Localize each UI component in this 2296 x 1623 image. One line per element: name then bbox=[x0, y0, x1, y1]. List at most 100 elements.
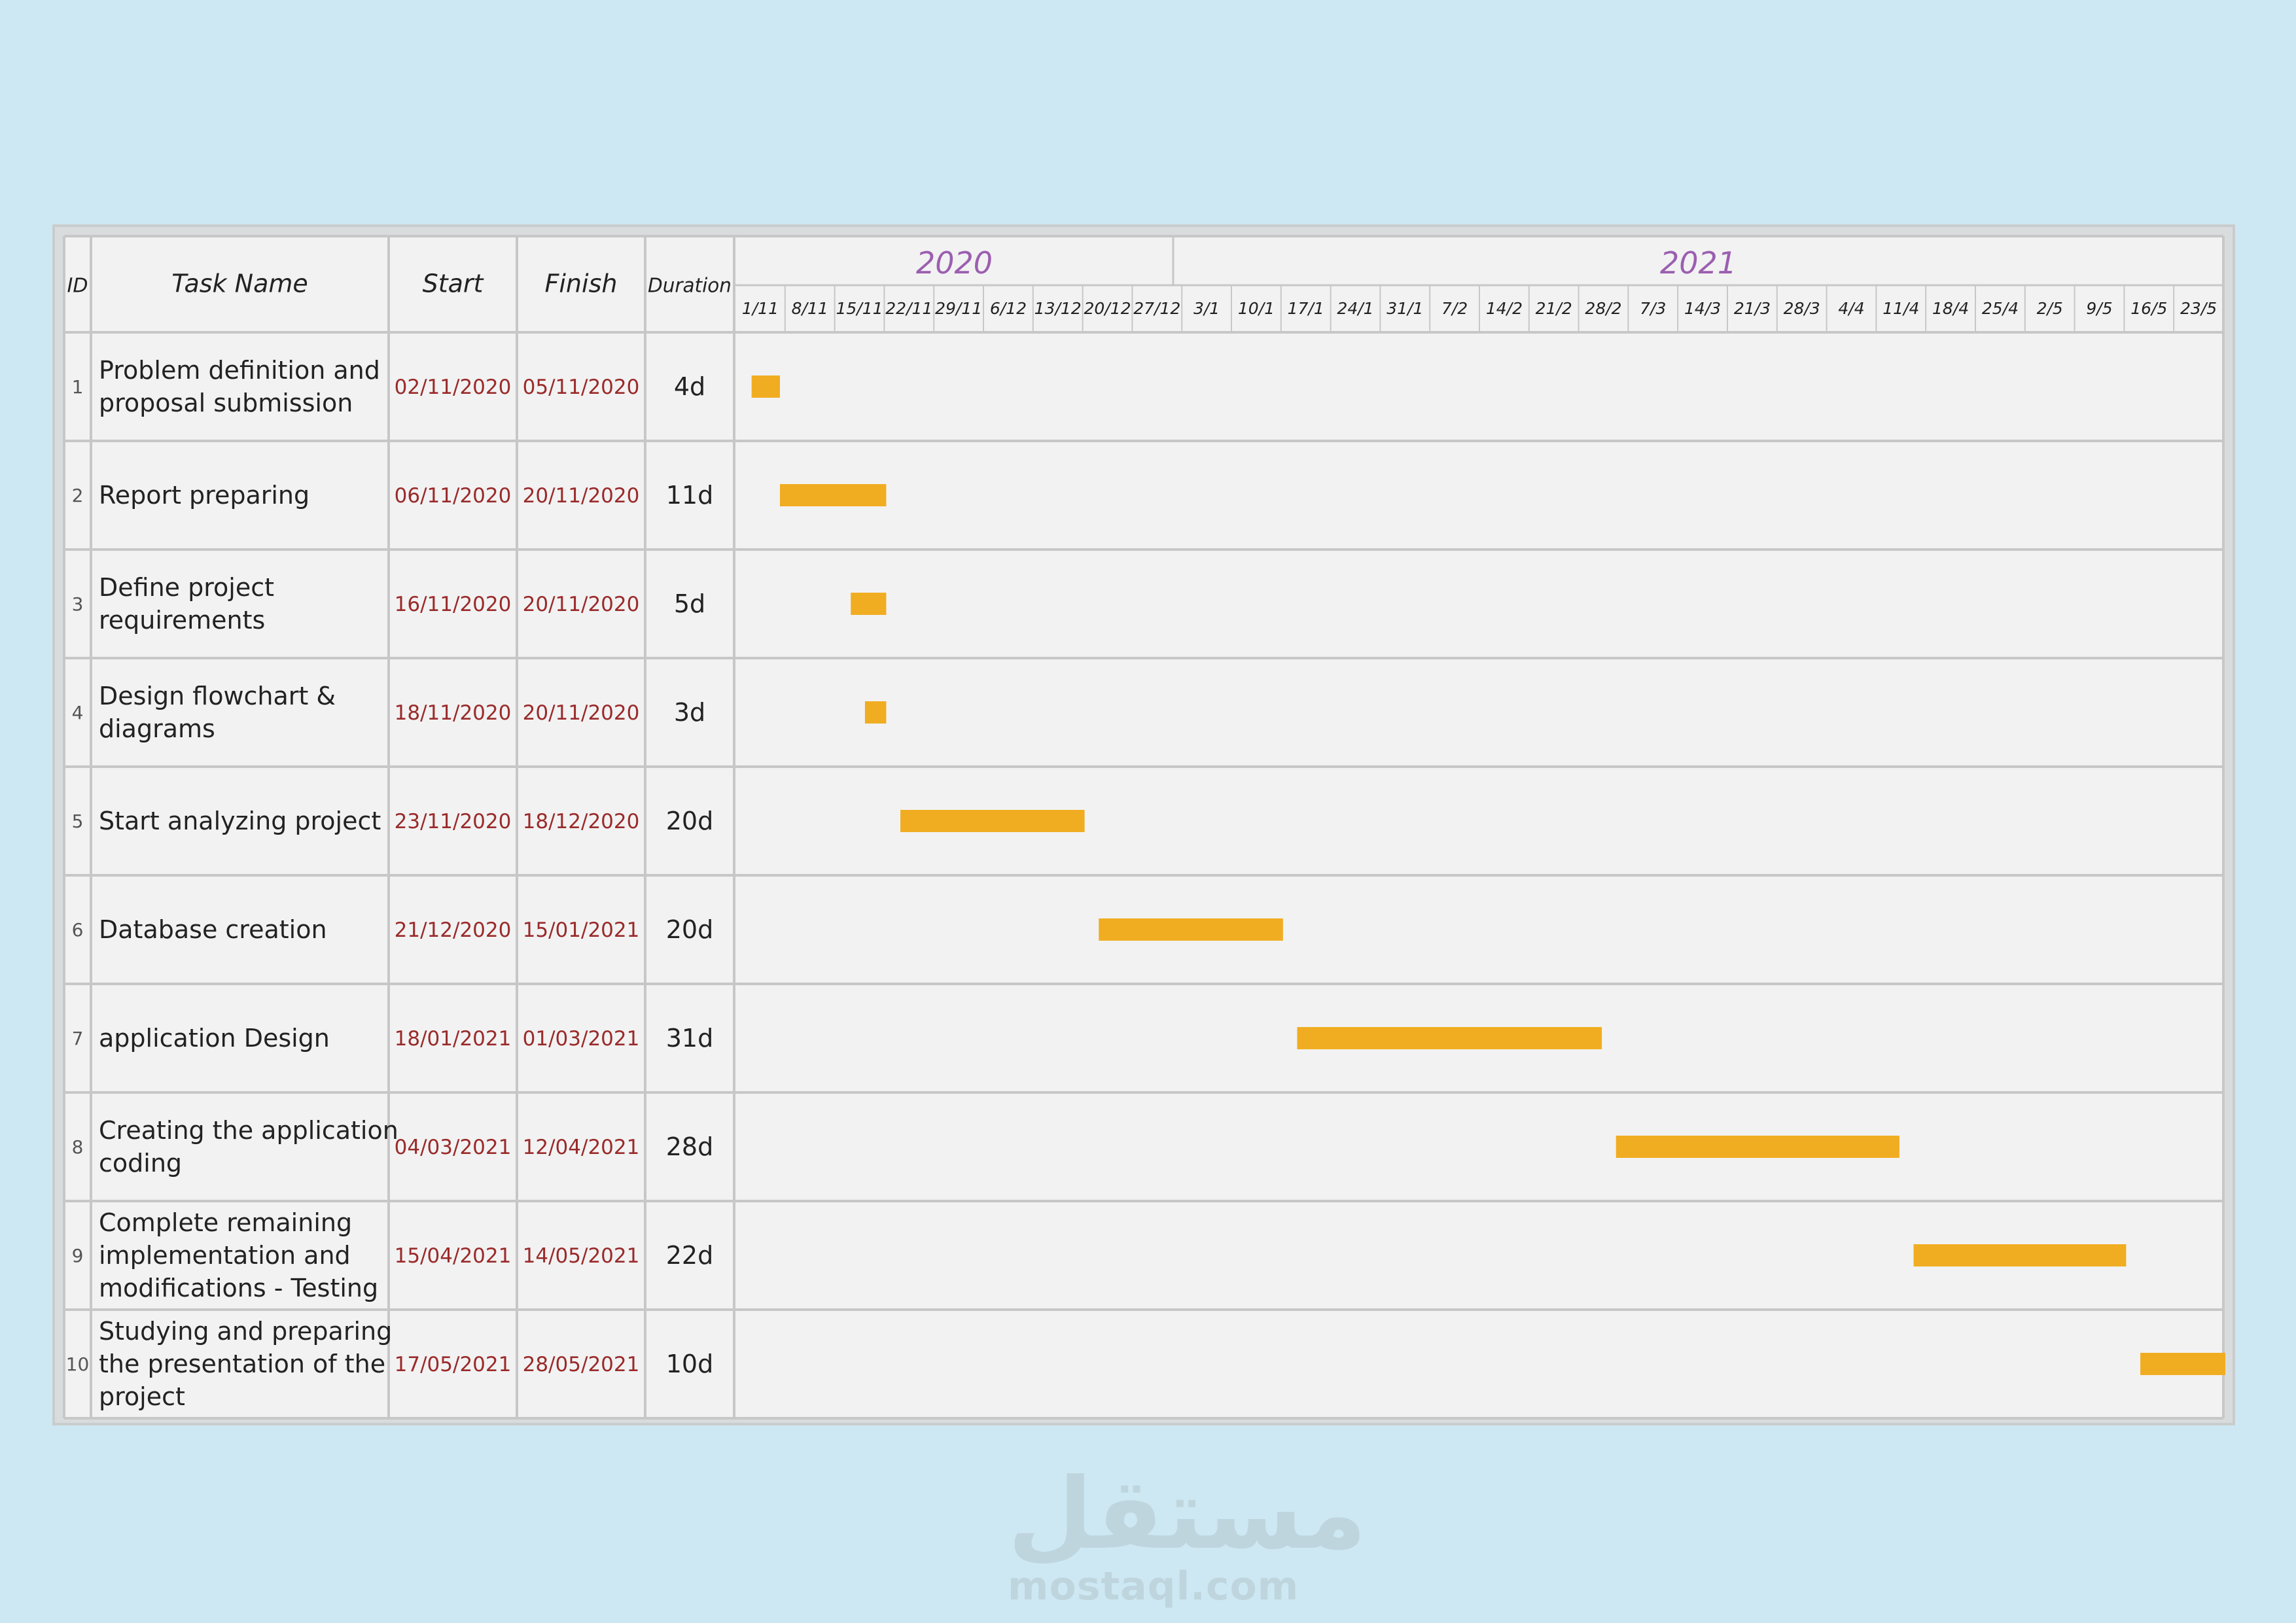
week-label: 2/5 bbox=[2037, 299, 2063, 318]
week-label: 1/11 bbox=[742, 299, 779, 318]
task-duration: 31d bbox=[666, 1024, 713, 1053]
week-label: 13/12 bbox=[1034, 299, 1082, 318]
row-id: 8 bbox=[72, 1136, 84, 1158]
table-background bbox=[64, 236, 2223, 1418]
row-id: 10 bbox=[66, 1353, 90, 1375]
week-label: 21/3 bbox=[1734, 299, 1771, 318]
watermark: مستقل mostaql.com bbox=[1008, 1457, 1367, 1609]
row-id: 9 bbox=[72, 1245, 84, 1266]
task-duration: 10d bbox=[666, 1350, 713, 1378]
task-name: application Design bbox=[99, 1024, 330, 1053]
row-id: 7 bbox=[72, 1028, 84, 1049]
task-start: 21/12/2020 bbox=[395, 918, 512, 942]
header-duration: Duration bbox=[648, 275, 732, 298]
task-name: Problem definition and proposal submissio… bbox=[99, 356, 380, 417]
week-label: 17/1 bbox=[1288, 299, 1324, 318]
task-duration: 22d bbox=[666, 1241, 713, 1270]
header-start: Start bbox=[423, 270, 485, 298]
watermark-arabic: مستقل bbox=[1008, 1457, 1367, 1571]
week-label: 31/1 bbox=[1386, 299, 1423, 318]
task-start: 06/11/2020 bbox=[395, 484, 512, 508]
task-bar bbox=[900, 810, 1085, 832]
header-finish: Finish bbox=[545, 270, 618, 298]
task-duration: 4d bbox=[674, 372, 705, 401]
task-bar bbox=[2140, 1353, 2225, 1375]
task-bar bbox=[864, 701, 887, 724]
week-label: 14/3 bbox=[1684, 299, 1721, 318]
task-bar bbox=[751, 375, 780, 398]
task-finish: 28/05/2021 bbox=[523, 1353, 640, 1376]
task-start: 04/03/2021 bbox=[395, 1136, 512, 1159]
task-bar bbox=[851, 593, 887, 615]
row-id: 3 bbox=[72, 593, 84, 615]
task-finish: 20/11/2020 bbox=[523, 593, 640, 616]
task-start: 23/11/2020 bbox=[395, 810, 512, 833]
week-label: 4/4 bbox=[1838, 299, 1864, 318]
week-label: 22/11 bbox=[885, 299, 932, 318]
week-label: 15/11 bbox=[836, 299, 883, 318]
task-start: 16/11/2020 bbox=[395, 593, 512, 616]
task-name: Studying and preparing the presentation o… bbox=[99, 1317, 392, 1411]
task-name: Database creation bbox=[99, 915, 327, 944]
week-label: 18/4 bbox=[1932, 299, 1969, 318]
task-bar bbox=[1297, 1027, 1602, 1049]
week-label: 20/12 bbox=[1084, 299, 1131, 318]
task-start: 15/04/2021 bbox=[395, 1244, 512, 1268]
task-finish: 05/11/2020 bbox=[523, 375, 640, 399]
week-label: 14/2 bbox=[1486, 299, 1523, 318]
gantt-chart: ID Task Name Start Finish Duration 2020 2021 1/… bbox=[52, 224, 2235, 1425]
gantt-svg: ID Task Name Start Finish Duration 2020 2021 1/… bbox=[63, 235, 2225, 1420]
header-task-name: Task Name bbox=[171, 270, 308, 298]
task-bar bbox=[1913, 1244, 2127, 1266]
task-name: Report preparing bbox=[99, 481, 309, 510]
week-label: 9/5 bbox=[2086, 299, 2112, 318]
row-id: 1 bbox=[72, 376, 84, 398]
week-label: 25/4 bbox=[1982, 299, 2019, 318]
task-start: 17/05/2021 bbox=[395, 1353, 512, 1376]
task-name: Design flowchart & diagrams bbox=[99, 682, 336, 743]
week-label: 7/2 bbox=[1441, 299, 1468, 318]
row-id: 6 bbox=[72, 919, 84, 941]
task-name: Complete remaining implementation and modi… bbox=[99, 1208, 378, 1302]
row-id: 4 bbox=[72, 702, 84, 724]
task-bar bbox=[1616, 1136, 1899, 1158]
task-finish: 15/01/2021 bbox=[523, 918, 640, 942]
task-finish: 14/05/2021 bbox=[523, 1244, 640, 1268]
week-label: 7/3 bbox=[1640, 299, 1666, 318]
task-bar bbox=[1099, 918, 1283, 941]
task-finish: 20/11/2020 bbox=[523, 701, 640, 725]
week-label: 11/4 bbox=[1882, 299, 1919, 318]
task-duration: 11d bbox=[666, 481, 713, 510]
year-label: 2021 bbox=[1660, 245, 1737, 281]
year-label: 2020 bbox=[916, 245, 993, 281]
week-label: 28/2 bbox=[1585, 299, 1621, 318]
task-duration: 28d bbox=[666, 1132, 713, 1161]
watermark-latin: mostaql.com bbox=[1008, 1563, 1299, 1609]
task-duration: 20d bbox=[666, 807, 713, 835]
task-finish: 12/04/2021 bbox=[523, 1136, 640, 1159]
task-start: 18/11/2020 bbox=[395, 701, 512, 725]
task-bar bbox=[779, 484, 887, 506]
task-finish: 20/11/2020 bbox=[523, 484, 640, 508]
week-label: 10/1 bbox=[1238, 299, 1275, 318]
task-finish: 01/03/2021 bbox=[523, 1027, 640, 1051]
task-name: Creating the application coding bbox=[99, 1116, 398, 1178]
task-start: 18/01/2021 bbox=[395, 1027, 512, 1051]
header-id: ID bbox=[67, 275, 88, 298]
week-label: 27/12 bbox=[1133, 299, 1180, 318]
task-name: Start analyzing project bbox=[99, 807, 381, 835]
task-duration: 3d bbox=[674, 698, 705, 727]
task-start: 02/11/2020 bbox=[395, 375, 512, 399]
task-duration: 5d bbox=[674, 589, 705, 618]
week-label: 6/12 bbox=[990, 299, 1027, 318]
week-label: 28/3 bbox=[1784, 299, 1820, 318]
row-id: 2 bbox=[72, 485, 84, 506]
week-label: 8/11 bbox=[792, 299, 828, 318]
task-name: Define project requirements bbox=[99, 573, 274, 635]
task-finish: 18/12/2020 bbox=[523, 810, 640, 833]
week-label: 21/2 bbox=[1536, 299, 1572, 318]
week-label: 29/11 bbox=[935, 299, 982, 318]
task-duration: 20d bbox=[666, 915, 713, 944]
week-label: 24/1 bbox=[1337, 299, 1373, 318]
row-id: 5 bbox=[72, 811, 84, 832]
